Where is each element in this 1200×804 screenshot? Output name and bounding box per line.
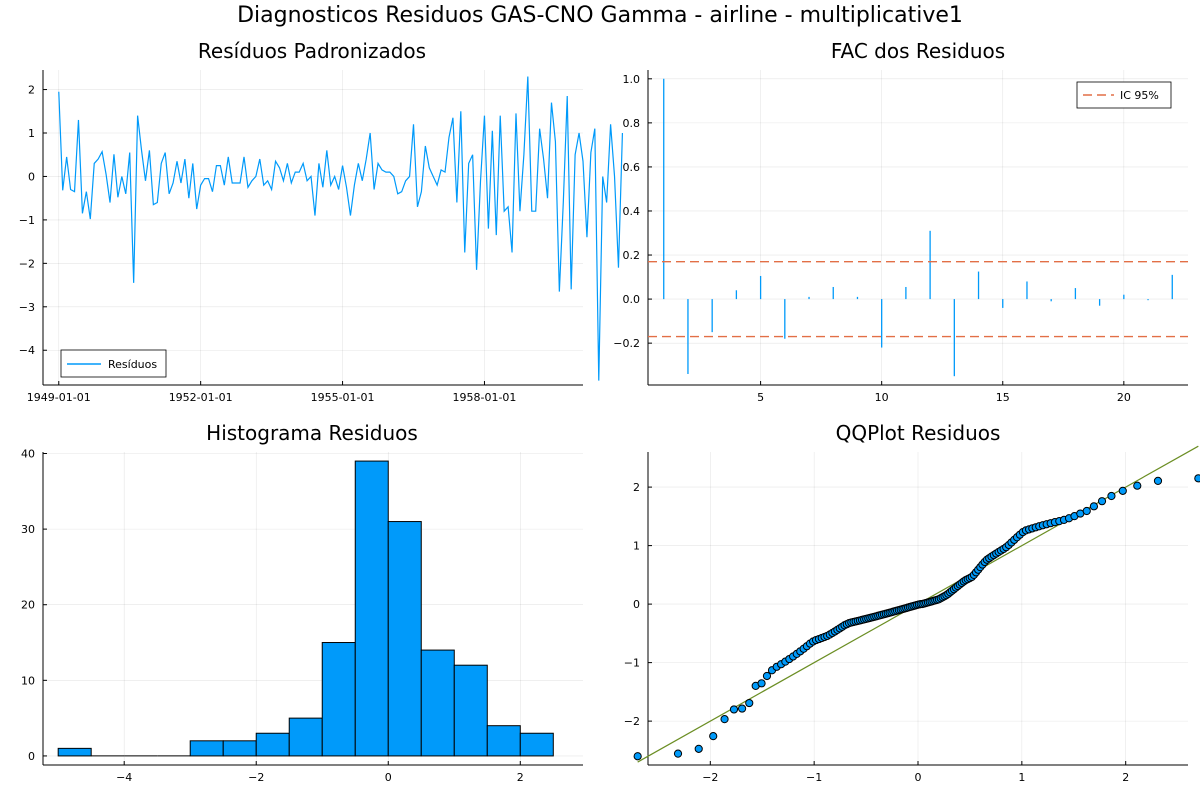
- histogram-xtick-label: 0: [385, 771, 392, 784]
- residuals-panel: Resíduos Padronizados 1949-01-01 1952-01-…: [19, 39, 624, 404]
- acf-legend-label: IC 95%: [1120, 89, 1159, 102]
- histogram-xtick-label: −2: [248, 771, 264, 784]
- acf-ytick-label: −0.2: [613, 337, 640, 350]
- acf-panel: FAC dos Residuos 5 10 15 20 −0.2 0.0 0.2 0.4 0.6…: [613, 39, 1188, 404]
- acf-ytick-label: 0.0: [623, 293, 641, 306]
- qqplot-ytick-label: −2: [624, 715, 640, 728]
- qqplot-point: [694, 744, 703, 753]
- qqplot-title: QQPlot Residuos: [836, 421, 1001, 445]
- qqplot-point: [1097, 497, 1107, 506]
- qqplot-xtick-label: 1: [1018, 771, 1025, 784]
- acf-xtick-label: 10: [875, 391, 889, 404]
- histogram-ytick-label: 20: [21, 599, 35, 612]
- histogram-bar: [321, 642, 356, 757]
- residuals-ytick-label: 1: [28, 127, 35, 140]
- histogram-ytick-label: 10: [21, 674, 35, 687]
- histogram-xtick-label: 2: [517, 771, 524, 784]
- histogram-bar: [57, 747, 92, 757]
- acf-ytick-label: 0.2: [623, 249, 641, 262]
- acf-ytick-label: 0.8: [623, 117, 641, 130]
- qqplot-point: [745, 698, 754, 708]
- qqplot-point: [709, 732, 718, 741]
- acf-legend-box: [1076, 81, 1172, 109]
- acf-title: FAC dos Residuos: [831, 39, 1005, 63]
- qqplot-point: [1118, 486, 1127, 495]
- residuals-xtick-label: 1952-01-01: [169, 391, 233, 404]
- histogram-bar: [189, 740, 224, 757]
- acf-legend: IC 95%: [1076, 81, 1172, 109]
- qqplot-point: [673, 749, 683, 758]
- qqplot-point: [1089, 502, 1099, 511]
- qqplot-xtick-label: 2: [1122, 771, 1129, 784]
- qqplot-point: [762, 671, 772, 681]
- residuals-xtick-label: 1949-01-01: [27, 391, 91, 404]
- qqplot-point: [729, 705, 739, 714]
- acf-ytick-label: 1.0: [623, 73, 641, 86]
- histogram-ytick-label: 40: [21, 448, 35, 461]
- qqplot-point: [737, 704, 747, 713]
- qqplot-point: [1082, 506, 1091, 516]
- qqplot-ytick-label: 2: [633, 481, 640, 494]
- qqplot-point: [1153, 476, 1163, 486]
- residuals-xtick-label: 1958-01-01: [452, 391, 516, 404]
- residuals-ytick-label: −3: [19, 301, 35, 314]
- residuals-legend-label: Resíduos: [108, 358, 157, 371]
- qqplot-point: [720, 715, 729, 724]
- qqplot-point: [633, 752, 642, 761]
- histogram-title: Histograma Residuos: [206, 421, 418, 445]
- acf-xtick-label: 15: [996, 391, 1010, 404]
- qqplot-ytick-label: 1: [633, 540, 640, 553]
- histogram-bar: [288, 717, 323, 757]
- qqplot-ytick-label: 0: [633, 598, 640, 611]
- qqplot-panel: QQPlot Residuos −2 −1 0 1 2 −2 −1 0 1 2: [624, 421, 1200, 784]
- histogram-bar: [222, 740, 257, 757]
- histogram-bar: [519, 732, 554, 757]
- residuals-ytick-label: −1: [19, 214, 35, 227]
- qqplot-point: [1194, 474, 1200, 483]
- histogram-bar: [486, 725, 521, 757]
- acf-xtick-label: 20: [1117, 391, 1131, 404]
- histogram-bar: [255, 732, 290, 757]
- residuals-ytick-label: 2: [28, 84, 35, 97]
- acf-ytick-label: 0.4: [623, 205, 641, 218]
- residuals-ytick-label: −4: [19, 344, 35, 357]
- residuals-xtick-label: 1955-01-01: [311, 391, 375, 404]
- residuals-ytick-label: −2: [19, 257, 35, 270]
- figure-suptitle: Diagnosticos Residuos GAS-CNO Gamma - ai…: [237, 3, 963, 28]
- qqplot-ytick-label: −1: [624, 657, 640, 670]
- qqplot-point: [757, 679, 766, 688]
- acf-ytick-label: 0.6: [623, 161, 641, 174]
- residuals-ytick-label: 0: [28, 170, 35, 183]
- qqplot-xtick-label: −1: [806, 771, 822, 784]
- residuals-series-line: [58, 76, 624, 381]
- residuals-title: Resíduos Padronizados: [198, 39, 426, 63]
- histogram-ytick-label: 0: [28, 750, 35, 763]
- qqplot-point: [1107, 491, 1116, 501]
- histogram-bar: [453, 664, 488, 757]
- qqplot-point: [1133, 481, 1142, 490]
- qqplot-xtick-label: 0: [915, 771, 922, 784]
- histogram-bar: [387, 521, 422, 757]
- histogram-bar: [354, 460, 389, 757]
- histogram-bar: [420, 649, 455, 757]
- acf-xtick-label: 5: [757, 391, 764, 404]
- histogram-xtick-label: −4: [116, 771, 132, 784]
- histogram-ytick-label: 30: [21, 523, 35, 536]
- qqplot-xtick-label: −2: [702, 771, 718, 784]
- residuals-legend: Resíduos: [60, 349, 167, 378]
